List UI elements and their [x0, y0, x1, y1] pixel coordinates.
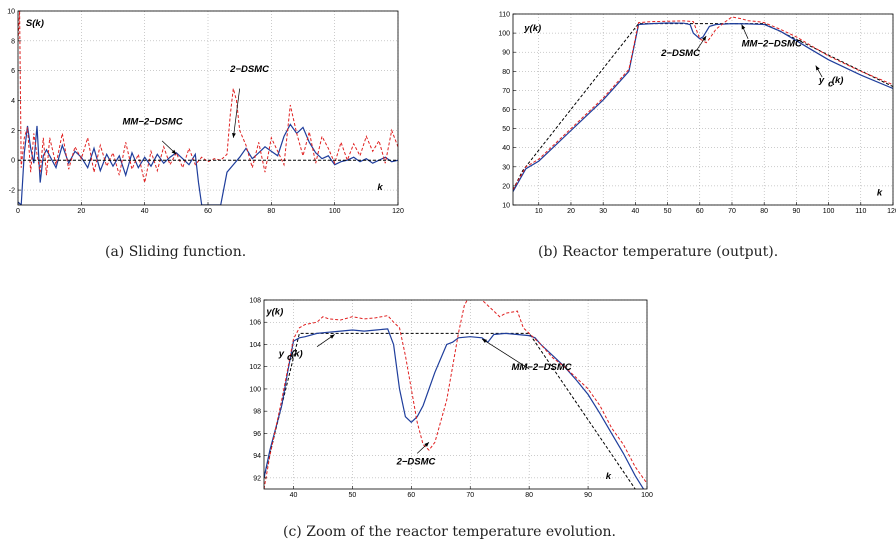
panel-c-chart: 40 50 60 70 80 90 10092949698100102104106108y(… [249, 294, 653, 506]
y-tick-label: -2 [9, 188, 15, 195]
y-tick-label: 70 [502, 88, 510, 95]
annotation-label: MM−2−DSMC [742, 38, 802, 49]
y-tick-label: 100 [498, 31, 510, 38]
x-tick-label: 80 [525, 492, 533, 499]
x-tick-label: 90 [584, 492, 592, 499]
annotation-label: y(k) [265, 306, 283, 317]
y-tick-label: 0 [11, 158, 15, 165]
caption-c: (c) Zoom of the reactor temperature evol… [283, 524, 616, 540]
x-tick-label: 10 [535, 208, 543, 215]
y-tick-label: 96 [253, 431, 261, 438]
annotation-label: k [877, 187, 883, 198]
y-tick-label: 8 [11, 38, 15, 45]
x-tick-label: 80 [760, 208, 768, 215]
y-tick-label: 10 [502, 203, 510, 210]
y-tick-label: 108 [249, 298, 261, 305]
x-tick-label: 70 [466, 492, 474, 499]
x-tick-label: 80 [267, 208, 275, 215]
x-tick-label: 100 [641, 492, 653, 499]
y-tick-label: 104 [249, 342, 261, 349]
y-tick-label: 6 [11, 68, 15, 75]
annotation-label: k [377, 182, 383, 193]
x-tick-label: 90 [792, 208, 800, 215]
x-tick-label: 30 [599, 208, 607, 215]
y-tick-label: 20 [502, 183, 510, 190]
x-tick-label: 120 [887, 208, 896, 215]
x-tick-label: 120 [392, 208, 404, 215]
y-tick-label: 106 [249, 320, 261, 327]
annotation-label: 2−DSMC [396, 457, 436, 468]
y-tick-label: 4 [11, 98, 15, 105]
panel-b-chart: 10 20 30 40 50 60 70 80 90 100 110 120 10 20 30 40 50 60 7… [498, 12, 896, 216]
y-tick-label: 90 [502, 50, 510, 57]
y-tick-label: 30 [502, 164, 510, 171]
y-tick-label: 10 [7, 9, 15, 16]
y-tick-label: 80 [502, 69, 510, 76]
x-tick-label: 60 [407, 492, 415, 499]
x-tick-label: 60 [696, 208, 704, 215]
x-tick-label: 100 [329, 208, 341, 215]
y-tick-label: 50 [502, 126, 510, 133]
annotation-label: 2−DSMC [660, 48, 700, 59]
annotation-label: y(k) [523, 23, 541, 34]
y-tick-label: 92 [253, 475, 261, 482]
x-tick-label: 40 [141, 208, 149, 215]
annotation-label: (k) [291, 349, 303, 360]
plot-background [18, 11, 398, 205]
x-tick-label: 50 [348, 492, 356, 499]
x-tick-label: 40 [290, 492, 298, 499]
y-tick-label: 98 [253, 409, 261, 416]
x-tick-label: 70 [728, 208, 736, 215]
y-tick-label: 40 [502, 145, 510, 152]
x-tick-label: 60 [204, 208, 212, 215]
annotation-label: MM−2−DSMC [123, 116, 183, 127]
y-tick-label: 100 [249, 386, 261, 393]
x-tick-label: 20 [567, 208, 575, 215]
y-tick-label: 60 [502, 107, 510, 114]
x-tick-label: 100 [823, 208, 835, 215]
y-tick-label: 94 [253, 453, 261, 460]
annotation-label: S(k) [26, 18, 44, 29]
x-tick-label: 110 [855, 208, 866, 215]
caption-a: (a) Sliding function. [105, 244, 246, 260]
y-tick-label: 2 [11, 128, 15, 135]
annotation-label: k [606, 471, 612, 482]
x-tick-label: 40 [631, 208, 639, 215]
x-tick-label: 50 [664, 208, 672, 215]
annotation-label: 2−DSMC [229, 64, 269, 75]
x-tick-label: 0 [16, 208, 20, 215]
caption-b: (b) Reactor temperature (output). [538, 244, 778, 260]
annotation-label: y [278, 349, 285, 360]
x-tick-label: 20 [77, 208, 85, 215]
y-tick-label: 110 [499, 12, 510, 19]
annotation-label: (k) [832, 75, 844, 86]
plot-background [264, 300, 647, 489]
y-tick-label: 102 [249, 364, 261, 371]
panel-a-chart: 0 20 40 60 80 100 120 -2 0 2 4 6 8 10 S(k) k 2−DSMC MM−2−… [7, 9, 404, 216]
